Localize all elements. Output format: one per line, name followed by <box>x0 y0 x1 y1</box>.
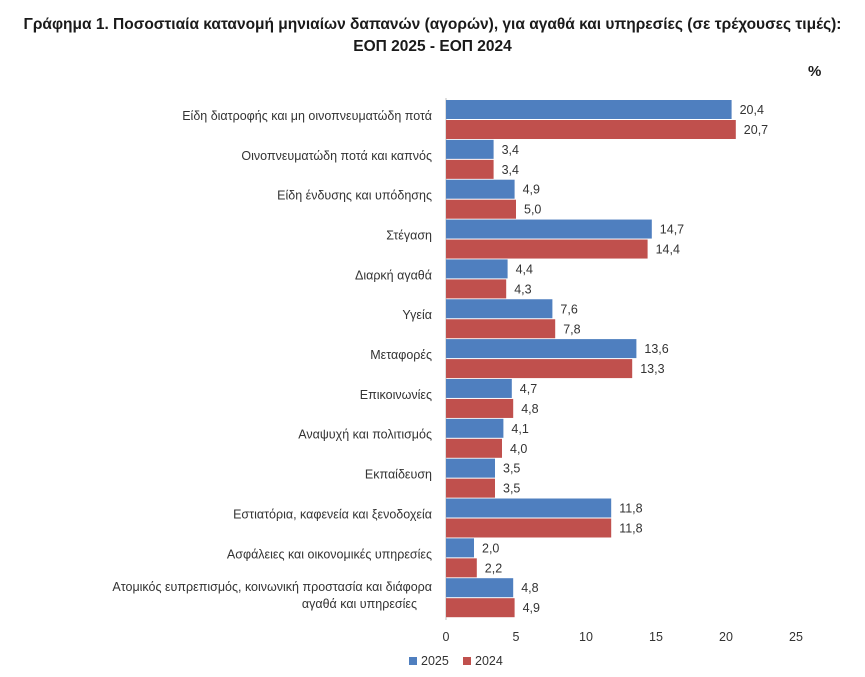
bar-2024 <box>446 518 612 538</box>
bar-2024 <box>446 279 507 299</box>
bar-2025 <box>446 259 508 279</box>
category-label: Εκπαίδευση <box>365 468 432 482</box>
x-tick-label: 0 <box>443 630 450 644</box>
category-label: αγαθά και υπηρεσίες <box>302 597 417 611</box>
data-label-2024: 4,9 <box>523 601 540 615</box>
x-tick-label: 5 <box>513 630 520 644</box>
bar-2024 <box>446 398 514 418</box>
bar-2025 <box>446 418 504 438</box>
data-label-2024: 11,8 <box>619 522 642 536</box>
bar-2024 <box>446 359 633 379</box>
data-label-2024: 14,4 <box>656 243 680 257</box>
bar-2024 <box>446 598 515 618</box>
bar-2025 <box>446 498 612 518</box>
data-label-2024: 13,3 <box>640 362 664 376</box>
data-label-2025: 3,4 <box>502 143 519 157</box>
data-label-2025: 4,9 <box>523 183 540 197</box>
bar-2024 <box>446 558 477 578</box>
category-label: Είδη ένδυσης και υπόδησης <box>277 189 432 203</box>
bar-2024 <box>446 239 648 259</box>
chart-title: Γράφημα 1. Ποσοστιαία κατανομή μηνιαίων … <box>23 16 842 55</box>
data-label-2024: 4,8 <box>521 402 538 416</box>
data-label-2025: 2,0 <box>482 541 499 555</box>
legend-label-2025: 2025 <box>421 654 449 668</box>
bar-2025 <box>446 139 494 159</box>
bar-2025 <box>446 339 637 359</box>
category-label: Μεταφορές <box>370 348 432 362</box>
category-label: Επικοινωνίες <box>360 388 432 402</box>
data-label-2025: 7,6 <box>560 302 577 316</box>
category-label: Ατομικός ευπρεπισμός, κοινωνική προστασί… <box>112 580 432 594</box>
category-label: Είδη διατροφής και μη οινοπνευματώδη ποτ… <box>182 109 432 123</box>
x-tick-label: 20 <box>719 630 733 644</box>
data-label-2025: 20,4 <box>740 103 764 117</box>
bar-2025 <box>446 299 553 319</box>
bar-2024 <box>446 120 736 139</box>
legend-swatch-2025 <box>409 657 417 665</box>
legend-label-2024: 2024 <box>475 654 503 668</box>
bar-2025 <box>446 219 652 239</box>
category-label: Αναψυχή και πολιτισμός <box>298 428 432 442</box>
data-label-2024: 5,0 <box>524 203 541 217</box>
unit-label: % <box>808 63 822 80</box>
data-label-2025: 14,7 <box>660 223 684 237</box>
data-label-2024: 3,4 <box>502 163 519 177</box>
data-label-2024: 4,0 <box>510 442 527 456</box>
data-label-2024: 20,7 <box>744 123 768 137</box>
legend-swatch-2024 <box>463 657 471 665</box>
category-label: Ασφάλειες και οικονομικές υπηρεσίες <box>227 547 432 561</box>
bar-2025 <box>446 578 514 598</box>
data-label-2025: 4,7 <box>520 382 537 396</box>
data-label-2024: 2,2 <box>485 561 502 575</box>
bar-2024 <box>446 319 556 339</box>
x-tick-label: 15 <box>649 630 663 644</box>
bar-2025 <box>446 538 474 558</box>
bar-2024 <box>446 478 495 498</box>
category-label: Υγεία <box>402 308 432 322</box>
bar-2025 <box>446 378 512 398</box>
data-label-2025: 4,8 <box>521 581 538 595</box>
data-label-2025: 13,6 <box>644 342 668 356</box>
bar-2025 <box>446 100 732 119</box>
data-label-2024: 4,3 <box>514 282 531 296</box>
bar-2024 <box>446 159 494 179</box>
x-tick-label: 25 <box>789 630 803 644</box>
bar-2025 <box>446 179 515 199</box>
category-label: Στέγαση <box>386 228 432 242</box>
category-label: Εστιατόρια, καφενεία και ξενοδοχεία <box>233 507 432 521</box>
x-tick-label: 10 <box>579 630 593 644</box>
data-label-2025: 3,5 <box>503 462 520 476</box>
data-label-2025: 4,1 <box>511 422 528 436</box>
data-label-2025: 4,4 <box>516 262 533 276</box>
data-label-2025: 11,8 <box>619 502 642 516</box>
data-label-2024: 3,5 <box>503 482 520 496</box>
category-label: Οινοπνευματώδη ποτά και καπνός <box>241 149 432 163</box>
data-label-2024: 7,8 <box>563 322 580 336</box>
bar-2024 <box>446 199 516 219</box>
category-label: Διαρκή αγαθά <box>355 268 432 282</box>
bar-2024 <box>446 438 502 458</box>
bar-2025 <box>446 458 495 478</box>
